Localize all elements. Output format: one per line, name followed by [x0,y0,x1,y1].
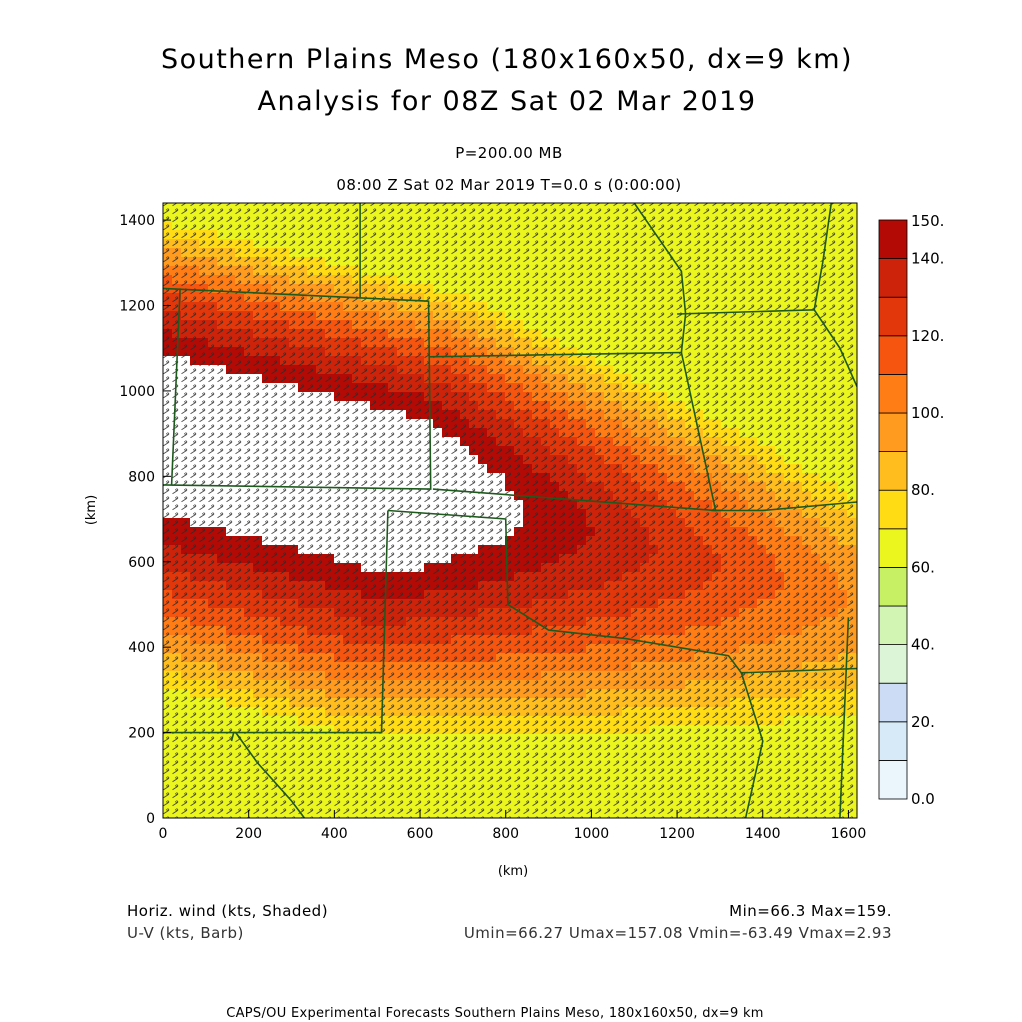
valid-time-label: 08:00 Z Sat 02 Mar 2019 T=0.0 s (0:00:00… [336,176,682,194]
pressure-level-label: P=200.00 MB [455,144,563,162]
chart-title-line1: Southern Plains Meso (180x160x50, dx=9 k… [160,44,854,75]
chart-title-line2: Analysis for 08Z Sat 02 Mar 2019 [257,86,757,117]
